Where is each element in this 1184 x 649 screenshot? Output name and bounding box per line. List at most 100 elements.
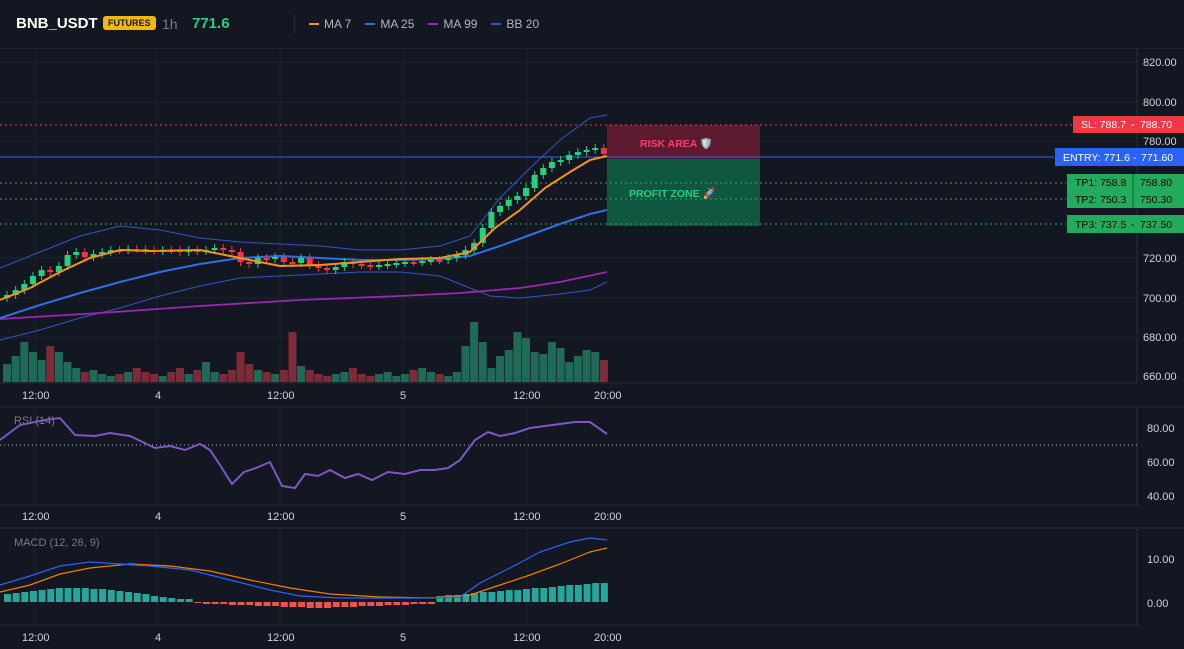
time-tick: 5: [400, 390, 406, 402]
candle-body: [29, 276, 36, 284]
macd-bar: [107, 590, 115, 602]
symbol-name[interactable]: BNB_USDT: [16, 15, 98, 32]
tp1-tag[interactable]: TP1: 758.8 758.80: [1067, 174, 1184, 191]
volume-bar: [444, 376, 453, 382]
macd-bar: [159, 597, 167, 602]
volume-bar: [547, 342, 556, 382]
macd-bar: [73, 588, 81, 602]
risk-zone[interactable]: [607, 125, 760, 159]
tp3-tag-bg: [1067, 215, 1184, 233]
entry-tag-label: ENTRY: 771.6: [1063, 152, 1130, 164]
macd-bar: [315, 602, 323, 608]
volume-bar: [599, 360, 608, 382]
macd-bar: [12, 593, 20, 602]
sl-tag-label: SL: 788.7: [1081, 119, 1126, 131]
price-axis[interactable]: 820.00 800.00 780.00 720.00 700.00 680.0…: [1143, 57, 1177, 383]
volume-bar: [487, 368, 496, 382]
sl-tag[interactable]: SL: 788.7 - 788.70: [1073, 116, 1184, 133]
time-tick: 5: [400, 632, 406, 644]
legend-bb20[interactable]: BB 20: [491, 17, 539, 31]
volume-bar: [72, 368, 81, 382]
volume-bar: [340, 372, 349, 382]
candle-body: [324, 268, 331, 270]
volume-bar: [150, 374, 159, 382]
volume-bars: [3, 322, 608, 382]
time-tick: 12:00: [513, 511, 541, 523]
volume-bar: [331, 374, 340, 382]
entry-tag-bg: [1055, 148, 1184, 166]
macd-bar: [64, 588, 72, 602]
volume-bar: [46, 346, 55, 382]
entry-tag[interactable]: ENTRY: 771.6 - 771.60: [1055, 148, 1184, 166]
rsi-time-axis[interactable]: 12:00 4 12:00 5 12:00 20:00: [22, 511, 622, 523]
volume-bar: [37, 360, 46, 382]
candle-body: [574, 152, 581, 155]
macd-bar: [142, 594, 150, 602]
macd-bar: [177, 599, 184, 602]
macd-bar: [324, 602, 332, 608]
macd-bar: [289, 602, 297, 607]
timeframe-label[interactable]: 1h: [162, 16, 178, 32]
macd-bar: [350, 602, 357, 607]
volume-bar: [591, 352, 600, 382]
volume-bar: [210, 372, 219, 382]
macd-bar: [453, 595, 461, 602]
ma7-swatch: [309, 23, 319, 25]
legend-ma25[interactable]: MA 25: [365, 17, 414, 31]
candle-body: [583, 150, 590, 152]
tp3-tag[interactable]: TP3: 737.5 - 737.50: [1067, 215, 1184, 233]
macd-axis[interactable]: 10.00 0.00: [1147, 554, 1175, 610]
time-tick: 4: [155, 390, 161, 402]
candle-body: [453, 255, 460, 258]
candle-body: [228, 250, 235, 252]
volume-bar: [323, 376, 332, 382]
rsi-axis[interactable]: 80.00 60.00 40.00: [1147, 423, 1175, 503]
volume-bar: [98, 374, 107, 382]
macd-bar: [90, 589, 98, 602]
time-tick: 20:00: [594, 632, 622, 644]
volume-bar: [539, 354, 548, 382]
volume-bar: [314, 374, 323, 382]
candle-body: [531, 175, 538, 188]
candles[interactable]: [4, 144, 607, 302]
candle-body: [280, 257, 287, 262]
volume-bar: [565, 362, 574, 382]
macd-bar: [393, 602, 401, 605]
macd-bar: [471, 593, 479, 602]
volume-bar: [357, 374, 366, 382]
volume-bar: [305, 370, 314, 382]
volume-bar: [184, 374, 193, 382]
volume-bar: [279, 370, 288, 382]
candle-body: [488, 212, 495, 228]
tp2-tag[interactable]: TP2: 750.3 750.30: [1067, 191, 1184, 208]
volume-bar: [245, 364, 254, 382]
volume-bar: [504, 350, 513, 382]
candle-body: [73, 252, 80, 255]
candle-body: [367, 265, 374, 267]
volume-bar: [11, 356, 20, 382]
macd-title[interactable]: MACD (12, 26, 9): [14, 537, 100, 549]
grid: [0, 48, 1137, 625]
time-tick: 12:00: [513, 390, 541, 402]
volume-bar: [115, 374, 124, 382]
bb20-swatch: [491, 23, 502, 25]
macd-bar: [246, 602, 254, 605]
time-tick: 12:00: [22, 632, 50, 644]
main-time-axis[interactable]: 12:00 4 12:00 5 12:00 20:00: [22, 390, 622, 402]
volume-bar: [271, 374, 280, 382]
candle-body: [289, 262, 296, 264]
time-tick: 12:00: [22, 390, 50, 402]
macd-bar: [280, 602, 288, 607]
candle-body: [427, 260, 434, 262]
candle-body: [47, 270, 54, 272]
legend-ma99[interactable]: MA 99: [428, 17, 477, 31]
ma99-line: [0, 271, 608, 320]
time-tick: 20:00: [594, 390, 622, 402]
legend-ma7[interactable]: MA 7: [309, 17, 351, 31]
macd-bar: [220, 602, 228, 604]
volume-bar: [193, 370, 202, 382]
macd-time-axis[interactable]: 12:00 4 12:00 5 12:00 20:00: [22, 632, 622, 644]
profit-zone[interactable]: [607, 159, 760, 226]
time-tick: 12:00: [513, 632, 541, 644]
